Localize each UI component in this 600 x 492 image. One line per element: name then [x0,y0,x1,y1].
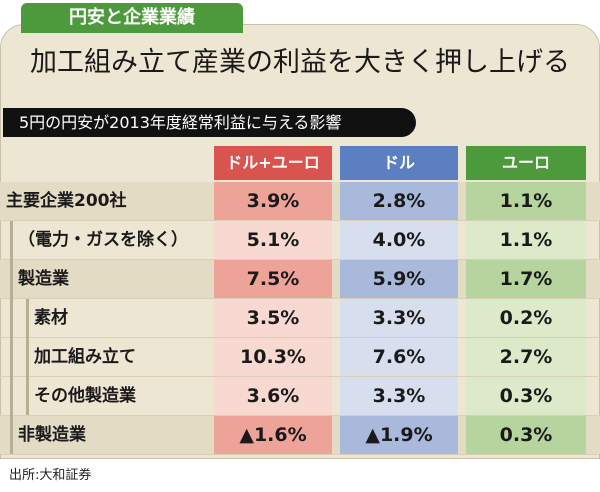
value-cell: 5.1% [214,221,332,259]
table-row: 非製造業 ▲1.6% ▲1.9% 0.3% [0,416,600,454]
row-label: 主要企業200社 [6,191,127,211]
value-cell: 4.0% [340,221,458,259]
value-cell: 0.2% [466,299,586,337]
value-cell: 2.8% [340,182,458,220]
value-cell: 0.3% [466,416,586,454]
table-subtitle: 5円の円安が2013年度経常利益に与える影響 [3,108,416,137]
row-divider [0,337,598,338]
category-tag: 円安と企業業績 [21,3,243,33]
row-divider [0,259,598,260]
value-cell: 2.7% [466,338,586,376]
column-header-dollar: ドル [340,146,458,180]
value-cell: ▲1.6% [214,416,332,454]
header-row: ドル+ユーロ ドル ユーロ [0,146,600,180]
row-divider [0,454,598,455]
column-header-dollar-euro: ドル+ユーロ [214,146,332,180]
row-label: （電力・ガスを除く） [18,230,188,250]
value-cell: 10.3% [214,338,332,376]
value-cell: 3.3% [340,377,458,415]
table-row: 素材 3.5% 3.3% 0.2% [0,299,600,337]
row-label: 加工組み立て [34,347,136,367]
value-cell: ▲1.9% [340,416,458,454]
value-cell: 7.5% [214,260,332,298]
value-cell: 0.3% [466,377,586,415]
table-row: 加工組み立て 10.3% 7.6% 2.7% [0,338,600,376]
row-label: 非製造業 [18,425,86,445]
table-row: （電力・ガスを除く） 5.1% 4.0% 1.1% [0,221,600,259]
row-label: 製造業 [18,269,69,289]
row-divider [0,298,598,299]
value-cell: 5.9% [340,260,458,298]
row-divider [0,415,598,416]
value-cell: 3.9% [214,182,332,220]
row-divider [0,220,598,221]
headline: 加工組み立て産業の利益を大きく押し上げる [30,47,570,78]
row-divider [0,376,598,377]
value-cell: 7.6% [340,338,458,376]
table-row: その他製造業 3.6% 3.3% 0.3% [0,377,600,415]
indent-guide [10,221,13,454]
value-cell: 3.3% [340,299,458,337]
table-row: 主要企業200社 3.9% 2.8% 1.1% [0,182,600,220]
value-cell: 3.5% [214,299,332,337]
table-row: 製造業 7.5% 5.9% 1.7% [0,260,600,298]
column-header-euro: ユーロ [466,146,586,180]
value-cell: 3.6% [214,377,332,415]
row-label: 素材 [34,308,68,328]
row-label: その他製造業 [34,386,136,406]
value-cell: 1.7% [466,260,586,298]
indent-guide [26,299,29,415]
value-cell: 1.1% [466,221,586,259]
source-note: 出所:大和証券 [9,468,92,483]
value-cell: 1.1% [466,182,586,220]
